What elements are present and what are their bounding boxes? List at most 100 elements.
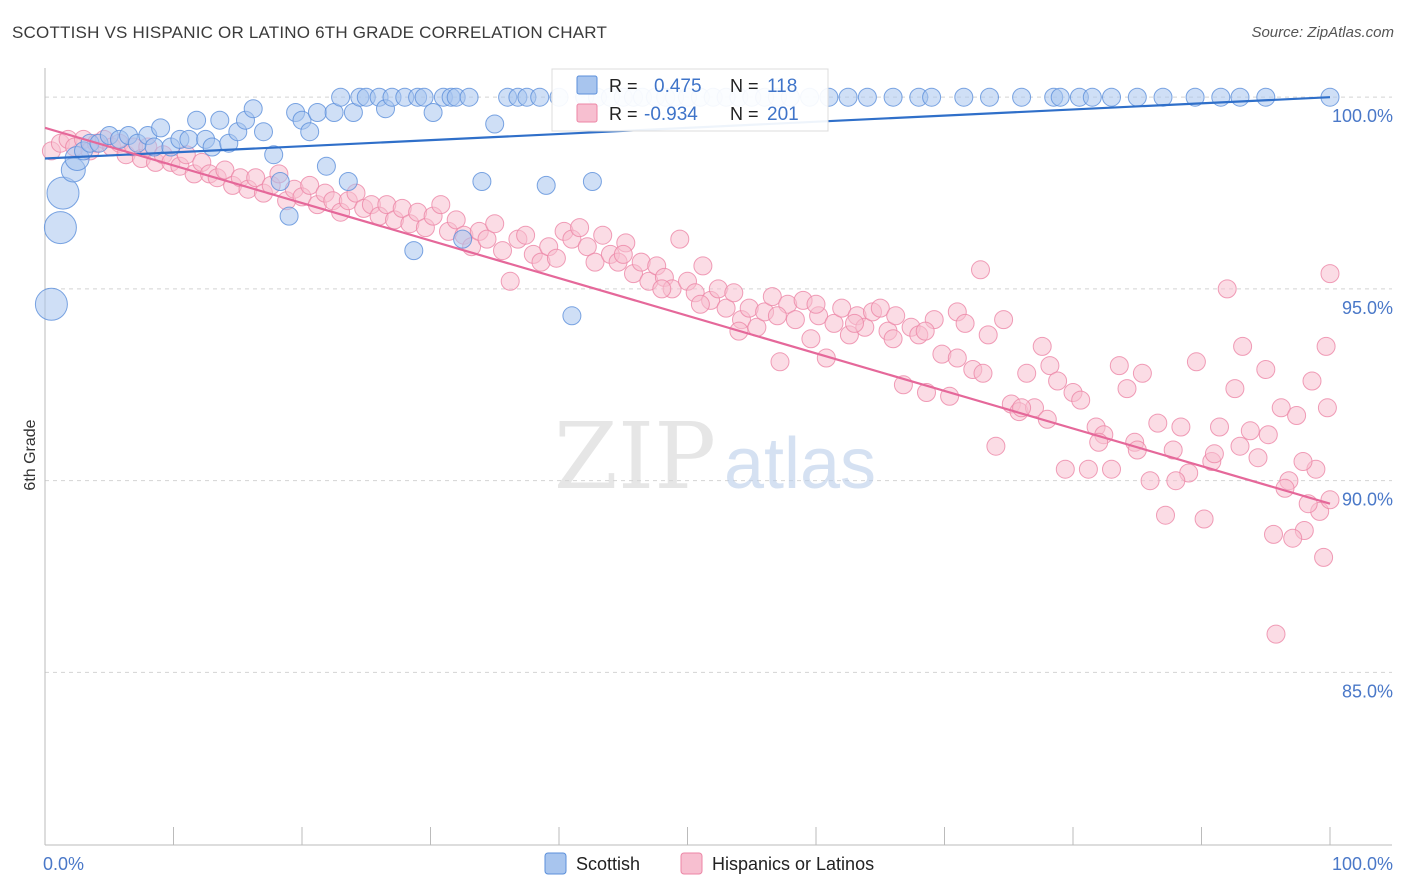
hispanic-point bbox=[300, 175, 320, 195]
stats-r-value-scottish: 0.475 bbox=[654, 76, 702, 97]
hispanic-point bbox=[446, 210, 466, 230]
hispanic-point bbox=[1055, 459, 1075, 479]
hispanic-point bbox=[1071, 390, 1091, 410]
hispanic-point bbox=[785, 310, 805, 330]
stats-legend-swatch-scottish bbox=[576, 75, 598, 95]
hispanic-point bbox=[1240, 421, 1260, 441]
scottish-point bbox=[179, 129, 199, 149]
scottish-point bbox=[1256, 87, 1276, 107]
legend-label-hispanic[interactable]: Hispanics or Latinos bbox=[712, 854, 874, 874]
data-points bbox=[34, 87, 1340, 644]
scottish-point bbox=[472, 172, 492, 191]
scottish-point bbox=[187, 110, 207, 130]
stats-n-value-hispanic: 201 bbox=[767, 104, 799, 125]
hispanic-point bbox=[613, 244, 633, 264]
hispanic-point bbox=[431, 195, 451, 215]
hispanic-point bbox=[1032, 336, 1052, 356]
legend-swatch-hispanic[interactable] bbox=[680, 852, 703, 875]
scottish-point bbox=[562, 306, 582, 326]
hispanic-point bbox=[1117, 379, 1137, 399]
scottish-point bbox=[151, 118, 171, 138]
watermark-atlas: atlas bbox=[724, 424, 876, 504]
hispanic-point bbox=[994, 310, 1014, 330]
watermark-zip: ZIP bbox=[554, 403, 716, 510]
hispanic-point bbox=[577, 237, 597, 257]
scottish-point bbox=[536, 175, 556, 195]
hispanic-point bbox=[832, 298, 852, 318]
y-tick-label: 100.0% bbox=[1332, 106, 1393, 126]
hispanic-point bbox=[1148, 413, 1168, 433]
scottish-point bbox=[1127, 87, 1147, 107]
hispanic-point bbox=[485, 214, 505, 234]
hispanic-point bbox=[716, 298, 736, 318]
scottish-point bbox=[34, 287, 68, 321]
legend-label-scottish[interactable]: Scottish bbox=[576, 854, 640, 874]
hispanic-point bbox=[1156, 505, 1175, 525]
scottish-point bbox=[404, 241, 424, 261]
hispanic-point bbox=[493, 241, 512, 261]
stats-legend: R = 0.475 N = 118 R = -0.934 N = 201 bbox=[551, 68, 829, 132]
stats-r-label-scottish: R = bbox=[609, 76, 638, 96]
hispanic-point bbox=[246, 168, 266, 188]
stats-n-label-hispanic: N = bbox=[730, 104, 759, 124]
hispanic-point bbox=[845, 313, 864, 333]
hispanic-point bbox=[1040, 356, 1060, 376]
hispanic-point bbox=[870, 298, 890, 318]
scottish-point bbox=[838, 87, 858, 107]
scottish-point bbox=[922, 87, 942, 107]
hispanic-point bbox=[971, 260, 990, 280]
hispanic-point bbox=[724, 283, 744, 303]
scottish-point bbox=[210, 110, 230, 130]
hispanic-point bbox=[770, 352, 790, 372]
scottish-point bbox=[270, 172, 290, 191]
hispanic-point bbox=[1210, 417, 1229, 437]
hispanic-point bbox=[1293, 452, 1313, 471]
hispanic-point bbox=[801, 329, 821, 349]
legend-swatch-scottish[interactable] bbox=[544, 852, 567, 875]
hispanic-point bbox=[546, 248, 566, 268]
hispanic-point bbox=[1233, 336, 1253, 356]
scottish-point bbox=[254, 122, 273, 142]
scottish-point bbox=[279, 206, 299, 226]
hispanic-point bbox=[708, 279, 728, 299]
y-tick-label: 90.0% bbox=[1342, 490, 1393, 510]
hispanic-point bbox=[1017, 363, 1037, 383]
scottish-point bbox=[980, 87, 999, 107]
hispanic-point bbox=[1258, 425, 1278, 445]
hispanic-point bbox=[886, 306, 906, 326]
hispanic-point bbox=[670, 229, 690, 249]
scottish-point bbox=[43, 211, 77, 245]
scottish-point bbox=[243, 99, 263, 119]
hispanic-point bbox=[1271, 398, 1291, 418]
watermark: ZIP atlas bbox=[554, 403, 876, 510]
scottish-point bbox=[307, 103, 327, 122]
stats-legend-frame bbox=[551, 68, 829, 132]
hispanic-point bbox=[978, 325, 998, 345]
hispanic-point bbox=[1248, 448, 1268, 468]
hispanic-point bbox=[1320, 264, 1340, 284]
hispanic-point bbox=[824, 313, 844, 333]
hispanic-point bbox=[1048, 371, 1068, 391]
scottish-point bbox=[414, 87, 434, 107]
hispanic-point bbox=[1320, 490, 1340, 510]
scottish-point bbox=[857, 87, 877, 107]
scottish-point bbox=[1185, 87, 1205, 107]
stats-n-value-scottish: 118 bbox=[767, 76, 797, 97]
scottish-point bbox=[582, 172, 602, 191]
hispanic-point bbox=[762, 287, 782, 307]
scottish-point bbox=[883, 87, 903, 107]
scottish-point bbox=[300, 122, 320, 142]
stats-legend-swatch-hispanic bbox=[576, 103, 598, 123]
chart-source: Source: ZipAtlas.com bbox=[1251, 24, 1394, 41]
hispanic-point bbox=[1256, 360, 1276, 379]
scottish-point bbox=[316, 156, 336, 176]
hispanic-point bbox=[593, 225, 613, 245]
hispanic-point bbox=[1204, 444, 1224, 464]
hispanic-point bbox=[1287, 406, 1307, 425]
y-tick-label: 95.0% bbox=[1342, 298, 1393, 318]
hispanic-point bbox=[1171, 417, 1191, 437]
hispanic-point bbox=[1140, 471, 1160, 491]
hispanic-point bbox=[585, 252, 605, 272]
hispanic-point bbox=[693, 256, 713, 276]
